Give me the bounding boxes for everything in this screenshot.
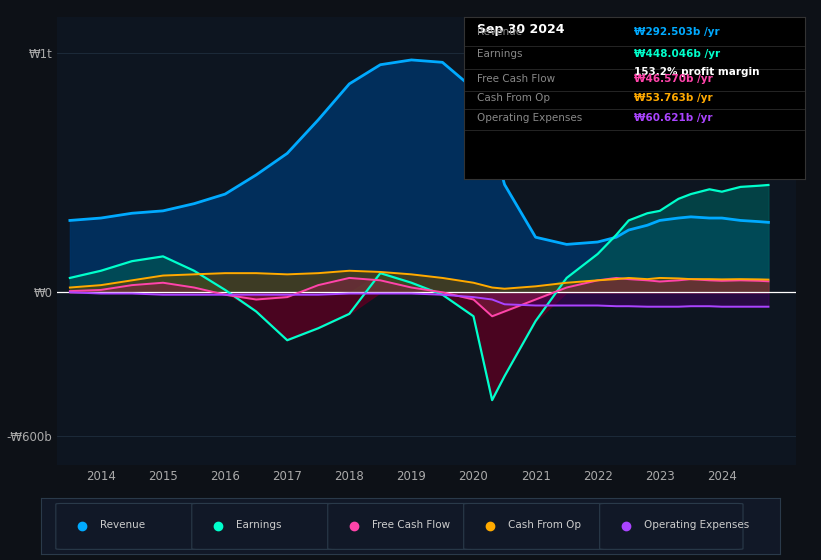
- Text: ₩53.763b /yr: ₩53.763b /yr: [635, 93, 713, 103]
- Text: Cash From Op: Cash From Op: [508, 520, 581, 530]
- Text: ₩448.046b /yr: ₩448.046b /yr: [635, 49, 720, 59]
- Text: Free Cash Flow: Free Cash Flow: [478, 74, 556, 85]
- Text: Operating Expenses: Operating Expenses: [478, 114, 583, 123]
- FancyBboxPatch shape: [599, 503, 743, 549]
- Text: Revenue: Revenue: [100, 520, 145, 530]
- Text: Revenue: Revenue: [478, 26, 523, 36]
- FancyBboxPatch shape: [464, 503, 607, 549]
- FancyBboxPatch shape: [56, 503, 200, 549]
- Text: Sep 30 2024: Sep 30 2024: [478, 24, 565, 36]
- Text: ₩46.570b /yr: ₩46.570b /yr: [635, 74, 713, 85]
- Text: ₩60.621b /yr: ₩60.621b /yr: [635, 114, 713, 123]
- FancyBboxPatch shape: [328, 503, 471, 549]
- Text: Earnings: Earnings: [236, 520, 282, 530]
- Text: ₩292.503b /yr: ₩292.503b /yr: [635, 26, 720, 36]
- Text: Cash From Op: Cash From Op: [478, 93, 551, 103]
- Text: 153.2% profit margin: 153.2% profit margin: [635, 67, 759, 77]
- FancyBboxPatch shape: [192, 503, 335, 549]
- Text: Earnings: Earnings: [478, 49, 523, 59]
- Text: Free Cash Flow: Free Cash Flow: [372, 520, 450, 530]
- Text: Operating Expenses: Operating Expenses: [644, 520, 750, 530]
